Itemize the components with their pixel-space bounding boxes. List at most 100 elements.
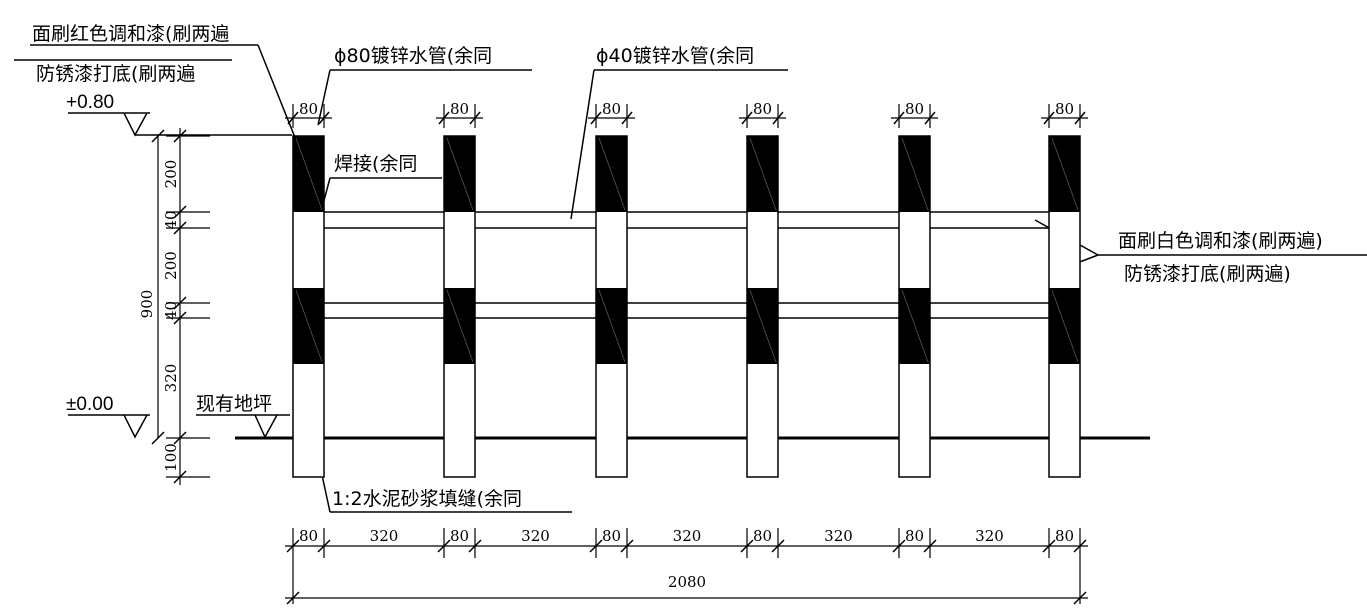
horizontal-dim-label: 80 — [1055, 527, 1074, 545]
red-paint-band — [899, 136, 930, 212]
vertical-dim-label: 40 — [162, 301, 180, 320]
post-width-label: 80 — [450, 100, 469, 118]
horizontal-dim-label: 80 — [299, 527, 318, 545]
dim-tick — [1074, 111, 1086, 125]
band-hatch — [446, 137, 474, 211]
horizontal-dimensions: 80 320 80 320 80 320 80 320 80 320 80 — [285, 527, 1088, 605]
dim-tick — [173, 431, 187, 445]
railing-post — [898, 135, 931, 478]
horizontal-dim-label: 80 — [753, 527, 772, 545]
dim-tick — [590, 111, 602, 125]
red-paint-band — [1049, 136, 1080, 212]
post-width-label: 80 — [299, 100, 318, 118]
band-hatch — [598, 137, 626, 211]
red-paint-band — [596, 136, 627, 212]
dim-tick — [151, 431, 165, 445]
dim-tick — [287, 111, 299, 125]
horizontal-dim-label: 80 — [905, 527, 924, 545]
mortar-label: 1:2水泥砂浆填缝(余同 — [332, 488, 522, 510]
dim-tick — [151, 129, 165, 143]
dim-tick — [772, 111, 784, 125]
existing-ground-label: 现有地坪 — [196, 393, 272, 415]
dim-tick — [286, 591, 300, 605]
band-hatch — [901, 137, 929, 211]
horizontal-dim-label: 320 — [824, 527, 853, 545]
red-paint-label: 面刷红色调和漆(刷两遍 — [32, 23, 229, 45]
primer-left-label: 防锈漆打底(刷两遍 — [36, 63, 195, 85]
pipe-80-label: ϕ80镀锌水管(余同 — [334, 45, 492, 67]
red-paint-band — [293, 136, 324, 212]
post-width-label: 80 — [905, 100, 924, 118]
red-paint-band — [444, 136, 475, 212]
dim-tick — [621, 111, 633, 125]
dim-tick — [741, 111, 753, 125]
white-paint-label: 面刷白色调和漆(刷两遍) — [1118, 230, 1323, 252]
post-width-label: 80 — [1055, 100, 1074, 118]
horizontal-dim-label: 320 — [975, 527, 1004, 545]
band-hatch — [1051, 289, 1079, 363]
horizontal-dim-label: 320 — [673, 527, 702, 545]
red-paint-band — [596, 288, 627, 364]
dim-tick — [1073, 539, 1087, 553]
pipe-40-label: ϕ40镀锌水管(余同 — [596, 45, 754, 67]
dim-tick — [740, 539, 754, 553]
dim-tick — [1043, 111, 1055, 125]
dim-tick — [892, 539, 906, 553]
elevation-zero-label: ±0.00 — [66, 394, 113, 415]
red-paint-band — [747, 136, 778, 212]
dim-tick — [317, 539, 331, 553]
red-paint-band — [1049, 288, 1080, 364]
red-paint-band — [899, 288, 930, 364]
dim-tick — [589, 539, 603, 553]
railing-posts — [292, 135, 1081, 478]
dim-tick — [923, 539, 937, 553]
dim-tick — [469, 111, 481, 125]
railing-post — [292, 135, 325, 478]
dim-tick — [924, 111, 936, 125]
band-hatch — [901, 289, 929, 363]
vertical-dim-label: 100 — [162, 443, 180, 472]
dim-tick — [173, 205, 187, 219]
elevation-top-label: +0.80 — [66, 92, 114, 113]
post-width-label: 80 — [602, 100, 621, 118]
dim-tick — [173, 129, 187, 143]
dim-tick — [620, 539, 634, 553]
band-hatch — [446, 289, 474, 363]
band-hatch — [598, 289, 626, 363]
dim-tick — [173, 470, 187, 484]
horizontal-dim-label: 320 — [370, 527, 399, 545]
horizontal-dim-label: 320 — [521, 527, 550, 545]
post-width-dimensions: 80 80 80 80 80 80 — [285, 100, 1088, 128]
railing-post — [1048, 135, 1081, 478]
dim-tick — [893, 111, 905, 125]
band-hatch — [295, 137, 323, 211]
band-hatch — [295, 289, 323, 363]
railing-post — [443, 135, 476, 478]
red-paint-band — [293, 288, 324, 364]
band-hatch — [749, 289, 777, 363]
dim-tick — [1042, 539, 1056, 553]
band-hatch — [1051, 137, 1079, 211]
vertical-dim-label: 320 — [162, 364, 180, 393]
dim-tick — [438, 111, 450, 125]
dim-tick — [173, 296, 187, 310]
dim-tick — [173, 311, 187, 325]
total-width-label: 2080 — [668, 573, 706, 591]
post-width-label: 80 — [753, 100, 772, 118]
red-paint-band — [747, 288, 778, 364]
horizontal-dim-label: 80 — [602, 527, 621, 545]
railing-post — [595, 135, 628, 478]
red-paint-band — [444, 288, 475, 364]
dim-tick — [468, 539, 482, 553]
horizontal-dim-label: 80 — [450, 527, 469, 545]
elevation-markers — [123, 112, 292, 439]
dim-tick — [1073, 591, 1087, 605]
vertical-dim-label: 200 — [162, 160, 180, 189]
dim-tick — [318, 111, 330, 125]
dim-tick — [286, 539, 300, 553]
vertical-dimensions: 200 40 200 40 320 100 — [151, 128, 210, 485]
primer-right-label: 防锈漆打底(刷两遍) — [1124, 263, 1291, 285]
weld-label: 焊接(余同 — [334, 153, 417, 175]
dim-tick — [437, 539, 451, 553]
